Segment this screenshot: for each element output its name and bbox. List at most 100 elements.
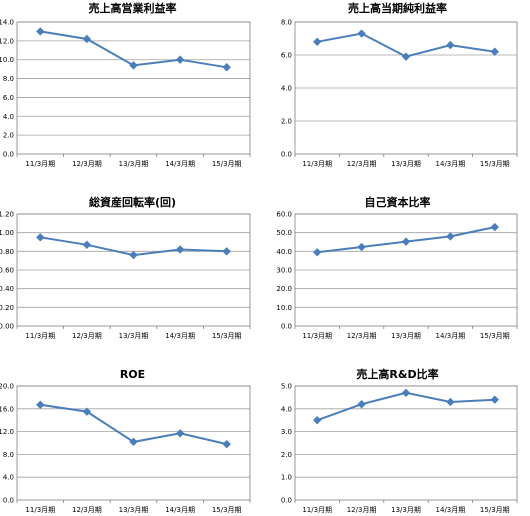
y-tick-label: 0.40 [0, 285, 14, 293]
x-tick-label: 11/3月期 [302, 506, 332, 514]
y-tick-label: 40.0 [276, 248, 292, 256]
data-point [82, 34, 92, 44]
chart-svg-net-margin: 0.0 2.0 4.0 6.0 8.0 11/3月期 12/3月期 13/3月期 14/3月期 1… [281, 19, 518, 168]
chart-panel-rd-ratio: 0.0 1.0 2.0 3.0 4.0 5.0 11/3月期 12/3月期 13/3月期 14/3… [265, 344, 530, 516]
plot-area [294, 21, 518, 155]
x-tick-label: 11/3月期 [302, 160, 332, 168]
data-point [313, 37, 322, 46]
x-tick-label: 13/3月期 [391, 160, 421, 168]
y-tick-label: 5.0 [281, 383, 292, 391]
x-tick-label: 14/3月期 [436, 332, 466, 340]
data-point [490, 395, 499, 404]
x-tick-label: 11/3月期 [25, 160, 55, 168]
data-point [222, 63, 231, 72]
x-tick-label: 12/3月期 [347, 332, 377, 340]
y-tick-label: 0.80 [0, 248, 14, 256]
data-point [175, 429, 185, 438]
chart-title: 売上高R&D比率 [356, 368, 439, 381]
chart-title: 売上高営業利益率 [88, 2, 177, 15]
y-tick-label: 3.0 [281, 428, 292, 436]
chart-panel-asset-turnover: 0.00 0.20 0.40 0.60 0.80 1.00 1.20 11/3月期 12/3月期… [0, 172, 265, 344]
y-tick-label: 50.0 [276, 229, 292, 237]
y-tick-label: 0.0 [281, 151, 292, 159]
chart-svg-asset-turnover: 0.00 0.20 0.40 0.60 0.80 1.00 1.20 11/3月期 12/3月期… [0, 211, 251, 340]
y-tick-label: 4.0 [281, 405, 292, 413]
y-tick-label: 0.20 [0, 304, 14, 312]
y-tick-label: 8.0 [3, 451, 14, 459]
chart-title: 総資産回転率(回) [88, 196, 177, 209]
x-tick-label: 13/3月期 [391, 506, 421, 514]
x-tick-label: 14/3月期 [165, 332, 195, 340]
x-tick-label: 12/3月期 [72, 332, 102, 340]
data-point [401, 52, 411, 61]
x-tick-label: 15/3月期 [212, 332, 242, 340]
x-tick-label: 15/3月期 [480, 160, 510, 168]
chart-panel-roe: 0.0 4.0 8.0 12.0 16.0 20.0 11/3月期 12/3月期 13/3月期 1… [0, 344, 265, 516]
y-tick-label: 2.0 [281, 451, 292, 459]
data-point [36, 233, 45, 242]
data-point [490, 222, 499, 232]
y-tick-label: 0.0 [281, 497, 292, 505]
chart-title: 売上高当期純利益率 [348, 2, 447, 15]
x-tick-label: 14/3月期 [436, 160, 466, 168]
y-tick-label: 4.0 [3, 474, 14, 482]
x-tick-label: 12/3月期 [72, 160, 102, 168]
x-tick-label: 14/3月期 [165, 160, 195, 168]
y-tick-label: 20.0 [0, 383, 14, 391]
plot-area [16, 213, 251, 327]
y-tick-label: 0.00 [0, 323, 14, 331]
chart-title: ROE [119, 368, 146, 381]
data-point [222, 439, 231, 449]
data-point [446, 40, 455, 50]
chart-svg-operating-margin: 0.0 2.0 4.0 6.0 8.0 10.0 12.0 14.0 11/3月期 12/3月期 1… [0, 19, 251, 168]
y-tick-label: 0.60 [0, 267, 14, 275]
y-tick-label: 4.0 [281, 85, 292, 93]
chart-svg-rd-ratio: 0.0 1.0 2.0 3.0 4.0 5.0 11/3月期 12/3月期 13/3月期 14/3… [281, 383, 518, 514]
data-point [82, 407, 92, 416]
data-point [446, 232, 455, 241]
data-point [401, 237, 411, 246]
plot-area [294, 213, 518, 327]
y-tick-label: 12.0 [0, 37, 14, 45]
data-point [490, 47, 499, 56]
data-point [129, 61, 138, 70]
y-tick-label: 6.0 [281, 52, 292, 60]
y-tick-label: 60.0 [276, 211, 292, 219]
x-tick-label: 12/3月期 [347, 506, 377, 514]
x-tick-label: 12/3月期 [347, 160, 377, 168]
data-point [446, 397, 455, 407]
y-tick-label: 30.0 [276, 267, 292, 275]
y-tick-label: 2.0 [281, 118, 292, 126]
chart-svg-roe: 0.0 4.0 8.0 12.0 16.0 20.0 11/3月期 12/3月期 13/3月期 1… [0, 383, 251, 514]
x-tick-label: 15/3月期 [212, 506, 242, 514]
x-tick-label: 13/3月期 [391, 332, 421, 340]
y-tick-label: 1.0 [281, 474, 292, 482]
y-tick-label: 12.0 [0, 428, 14, 436]
y-tick-label: 0.0 [3, 497, 14, 505]
x-tick-label: 11/3月期 [302, 332, 332, 340]
chart-svg-equity-ratio: 0.0 10.0 20.0 30.0 40.0 50.0 60.0 11/3月期 12/3月期 1… [276, 211, 518, 340]
x-tick-label: 14/3月期 [165, 506, 195, 514]
data-point [357, 400, 366, 409]
chart-panel-net-margin: 0.0 2.0 4.0 6.0 8.0 11/3月期 12/3月期 13/3月期 14/3月期 1… [265, 0, 530, 172]
y-tick-label: 8.0 [281, 19, 292, 27]
x-tick-label: 11/3月期 [25, 332, 55, 340]
y-tick-label: 2.0 [3, 132, 14, 140]
data-point [36, 400, 45, 410]
data-point [36, 27, 45, 36]
y-tick-label: 20.0 [276, 285, 292, 293]
x-tick-label: 15/3月期 [480, 332, 510, 340]
y-tick-label: 10.0 [0, 56, 14, 64]
plot-area [16, 21, 251, 155]
data-point [82, 240, 92, 249]
y-tick-label: 4.0 [3, 113, 14, 121]
data-point [129, 437, 138, 447]
y-tick-label: 10.0 [276, 304, 292, 312]
x-tick-label: 14/3月期 [436, 506, 466, 514]
y-tick-label: 16.0 [0, 405, 14, 413]
y-tick-label: 1.00 [0, 229, 14, 237]
y-tick-label: 6.0 [3, 94, 14, 102]
plot-area [16, 385, 251, 501]
data-point [357, 242, 366, 252]
y-tick-label: 0.0 [3, 151, 14, 159]
